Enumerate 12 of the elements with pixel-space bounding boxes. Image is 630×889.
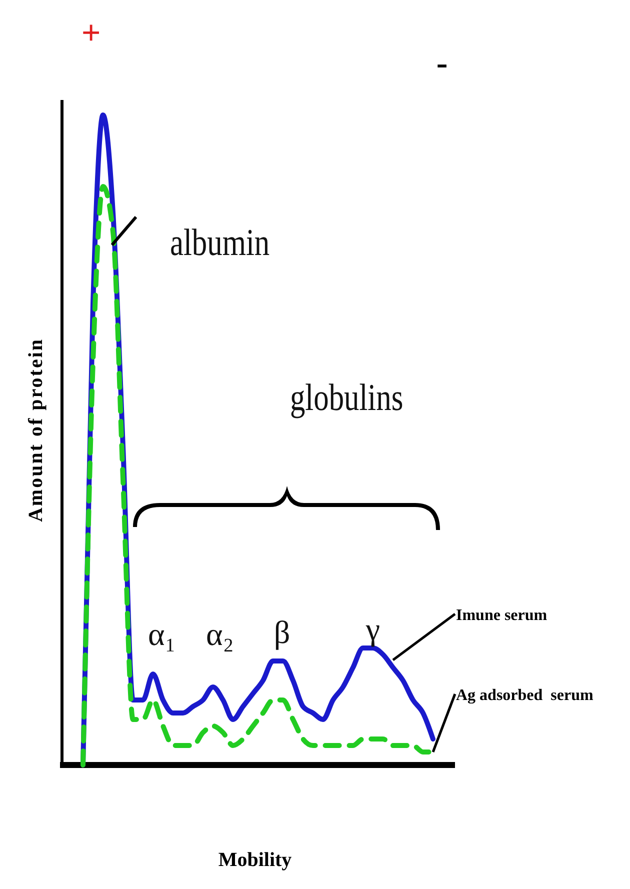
text: Imune serum	[456, 607, 548, 624]
text: +	[81, 15, 101, 52]
annotation: γ	[364, 611, 380, 647]
annotation: β	[274, 614, 290, 650]
text: Ag adsorbed serum	[456, 687, 594, 704]
annotation: α₁	[148, 616, 176, 652]
text: -	[436, 45, 448, 82]
x-axis-title: Mobility	[218, 849, 292, 871]
y-axis-title: Amount of protein	[25, 338, 47, 522]
annotation: albumin	[170, 222, 270, 264]
annotation: α₂	[206, 616, 234, 652]
annotation: globulins	[290, 376, 404, 419]
